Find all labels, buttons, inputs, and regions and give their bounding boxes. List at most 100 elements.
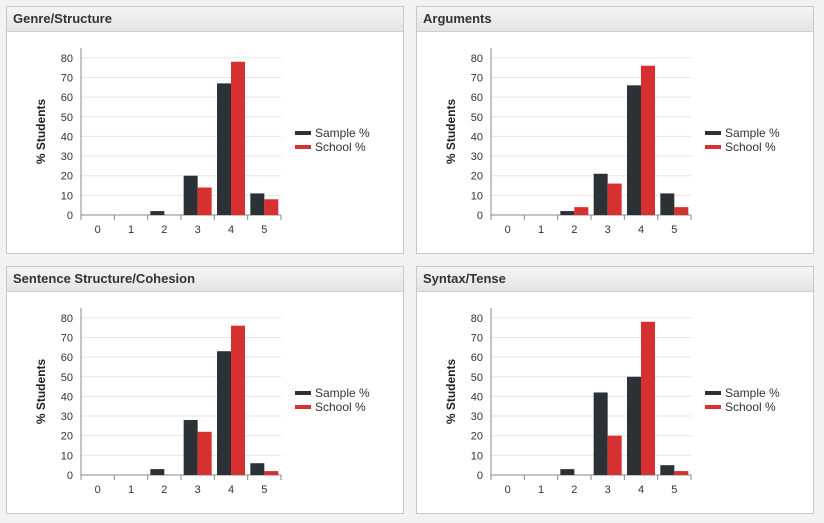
bar-sample[interactable] [627,376,641,475]
panel-title: Sentence Structure/Cohesion [7,267,403,292]
legend-label-sample[interactable]: Sample % [315,126,370,140]
legend-label-school[interactable]: School % [315,140,366,154]
y-tick-label: 40 [471,131,483,143]
y-tick-label: 60 [471,92,483,104]
y-tick-label: 80 [61,313,73,325]
y-tick-label: 40 [471,391,483,403]
x-tick-label: 0 [95,484,101,496]
y-tick-label: 80 [61,53,73,65]
x-tick-label: 0 [505,484,511,496]
x-tick-label: 4 [228,224,234,236]
y-tick-label: 70 [61,72,73,84]
x-tick-label: 0 [95,224,101,236]
legend-swatch-school [295,405,311,409]
x-tick-label: 2 [571,484,577,496]
bar-sample[interactable] [150,469,165,475]
bar-sample[interactable] [183,175,198,215]
x-tick-label: 3 [195,484,201,496]
y-tick-label: 80 [471,313,483,325]
panel-genre-structure: Genre/Structure 0 10 20 30 40 50 60 70 80 0 1 2 3 4 5%… [6,6,404,254]
bar-school[interactable] [264,471,279,475]
bar-sample[interactable] [250,193,265,215]
y-tick-label: 0 [67,470,73,482]
y-tick-label: 10 [61,190,73,202]
legend-swatch-school [705,405,721,409]
bar-sample[interactable] [217,83,231,215]
y-axis-title: % Students [444,99,458,165]
legend-swatch-school [705,145,721,149]
bar-school[interactable] [607,183,622,215]
bar-sample[interactable] [560,211,575,215]
y-tick-label: 60 [471,352,483,364]
legend-label-sample[interactable]: Sample % [725,386,780,400]
y-tick-label: 0 [67,210,73,222]
bar-school[interactable] [264,199,279,215]
panel-title: Arguments [417,7,813,32]
y-tick-label: 30 [61,151,73,163]
panel-syntax-tense: Syntax/Tense 0 10 20 30 40 50 60 70 80 0 1 2 3 4 5 % St… [416,266,814,514]
bar-sample[interactable] [660,193,675,215]
y-tick-label: 20 [61,431,73,443]
x-tick-label: 2 [571,224,577,236]
bar-sample[interactable] [593,392,608,475]
legend-swatch-sample [705,391,721,395]
bar-sample[interactable] [593,173,608,215]
x-tick-label: 1 [128,224,134,236]
legend-swatch-sample [705,131,721,135]
bar-school[interactable] [231,325,245,475]
bar-school[interactable] [231,61,245,215]
y-tick-label: 80 [471,53,483,65]
bar-sample[interactable] [217,351,231,475]
y-tick-label: 0 [477,210,483,222]
y-tick-label: 60 [61,352,73,364]
legend-label-sample[interactable]: Sample % [725,126,780,140]
legend-label-sample[interactable]: Sample % [315,386,370,400]
x-tick-label: 5 [261,484,267,496]
y-tick-label: 0 [477,470,483,482]
bar-school[interactable] [574,207,589,215]
panel-sentence-structure-cohesion: Sentence Structure/Cohesion 0 10 20 30 40 50 6… [6,266,404,514]
y-axis-title: % Students [34,359,48,425]
y-axis-title: % Students [444,359,458,425]
x-tick-label: 4 [228,484,234,496]
bar-school[interactable] [674,471,689,475]
bar-school[interactable] [197,187,212,215]
bar-school[interactable] [674,207,689,215]
y-tick-label: 50 [61,372,73,384]
x-tick-label: 2 [161,484,167,496]
bar-sample[interactable] [183,419,198,475]
bar-sample[interactable] [560,469,575,475]
y-tick-label: 50 [471,372,483,384]
y-tick-label: 20 [471,171,483,183]
bar-school[interactable] [607,435,622,475]
bar-school[interactable] [641,321,655,475]
legend-label-school[interactable]: School % [725,400,776,414]
legend-swatch-sample [295,391,311,395]
x-tick-label: 5 [261,224,267,236]
y-tick-label: 10 [471,450,483,462]
x-tick-label: 2 [161,224,167,236]
chart-sentence-structure-cohesion: 0 10 20 30 40 50 60 70 80 0 1 2 3 4 5 % Students Sample … [34,308,370,496]
x-tick-label: 4 [638,224,644,236]
y-tick-label: 50 [61,112,73,124]
bar-sample[interactable] [250,463,265,475]
legend-label-school[interactable]: School % [315,400,366,414]
chart-arguments: 0 10 20 30 40 50 60 70 80 0 1 2 3 4 5 % Students Sample … [444,48,780,236]
chart-genre-structure: 0 10 20 30 40 50 60 70 80 0 1 2 3 4 5 % Students Sample … [34,48,370,236]
bar-sample[interactable] [627,85,641,215]
y-tick-label: 40 [61,391,73,403]
x-tick-label: 5 [671,484,677,496]
x-tick-label: 3 [195,224,201,236]
bar-sample[interactable] [660,465,675,475]
bar-school[interactable] [641,65,655,215]
x-tick-label: 3 [605,224,611,236]
bar-sample[interactable] [150,211,165,215]
y-axis-title: % Students [34,99,48,165]
legend-label-school[interactable]: School % [725,140,776,154]
y-tick-label: 40 [61,131,73,143]
x-tick-label: 4 [638,484,644,496]
y-tick-label: 30 [471,151,483,163]
x-tick-label: 3 [605,484,611,496]
bar-school[interactable] [197,431,212,475]
